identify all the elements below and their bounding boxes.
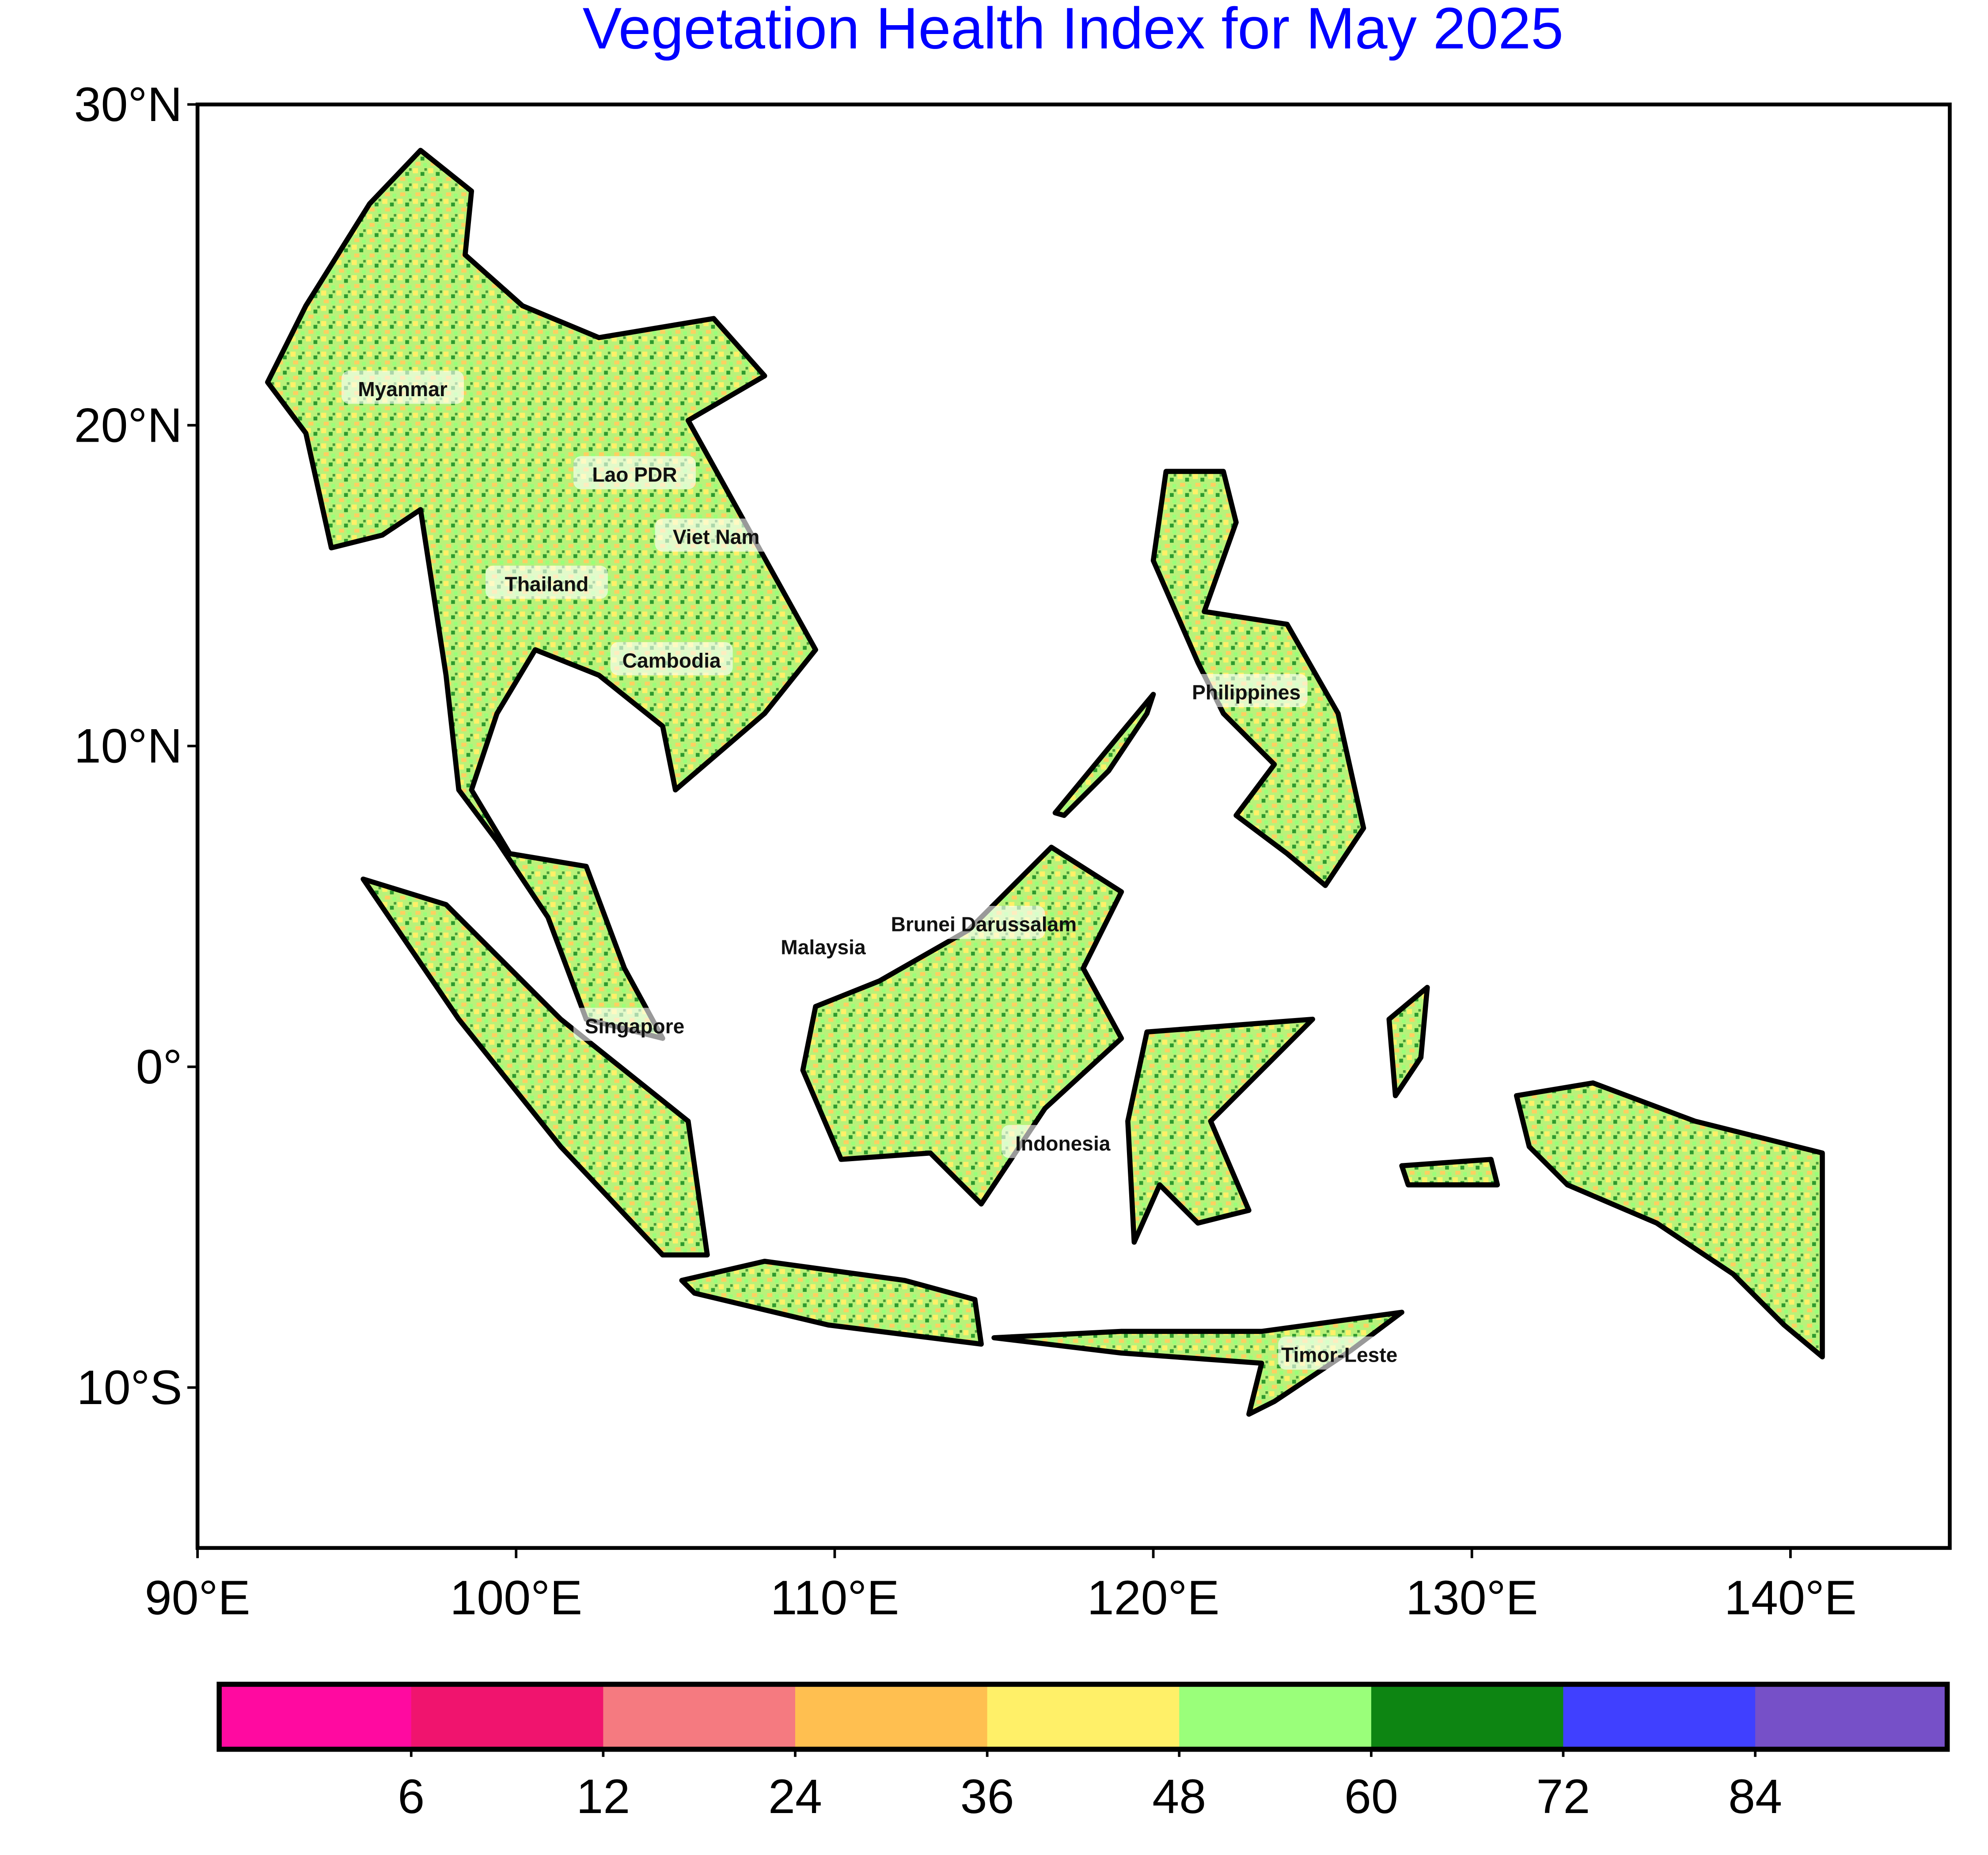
country-label-box [341,371,464,404]
country-label-box [1002,1125,1124,1158]
country-label-box [922,905,1045,939]
land-sulawesi [1125,1016,1315,1245]
country-label: Myanmar [358,378,448,401]
colorbar-frame [216,1681,1950,1752]
country-label: Timor-Leste [1281,1344,1397,1367]
country-label: Cambodia [622,649,721,672]
colorbar-segment [1371,1684,1564,1749]
colorbar-segment [795,1684,988,1749]
colorbar-tick-label: 24 [768,1770,822,1824]
colorbar-segment [219,1684,412,1749]
y-tick-label: 0° [136,1040,182,1094]
land-seram [1399,1157,1500,1188]
country-label-box [1185,674,1308,707]
y-tick-label: 30°N [74,78,182,132]
land-palawan [1052,692,1156,818]
colorbar-segment [1179,1684,1372,1749]
colorbar-tick-label: 84 [1728,1770,1782,1824]
colorbar-tick-label: 12 [576,1770,630,1824]
map-title: Vegetation Health Index for May 2025 [583,0,1563,61]
country-label-box [573,456,696,489]
y-tick-label: 20°N [74,398,182,452]
land-halmahera [1386,984,1430,1098]
x-tick-label: 140°E [1724,1571,1857,1625]
country-label-box [610,642,733,675]
x-tick-label: 120°E [1087,1571,1220,1625]
x-tick-label: 100°E [450,1571,582,1625]
country-label: Philippines [1192,681,1301,704]
land-sumatra [360,876,710,1258]
country-label: Thailand [505,572,589,595]
country-label-box [573,1007,696,1041]
country-label-box [762,928,884,962]
colorbar-segment [987,1684,1180,1749]
x-tick-label: 110°E [770,1571,899,1625]
country-label: Viet Nam [673,526,760,549]
country-label: Lao PDR [592,463,677,486]
country-label: Brunei Darussalam [891,913,1077,936]
country-label: Indonesia [1015,1132,1111,1155]
colorbar-tick-label: 6 [398,1770,425,1824]
colorbar-tick-label: 72 [1537,1770,1590,1824]
y-tick-label: 10°S [77,1361,182,1415]
colorbar-segment [1563,1684,1756,1749]
colorbar-segment [603,1684,796,1749]
land [265,148,1825,1417]
map-frame [195,102,1952,1550]
country-label: Malaysia [781,936,866,959]
country-label: Singapore [585,1015,685,1037]
colorbar-segment [411,1684,604,1749]
colorbar-segment [1755,1684,1948,1749]
x-tick-label: 90°E [145,1571,250,1625]
colorbar: 6 12 24 36 48 60 72 84 [216,1681,1950,1824]
y-tick-label: 10°N [74,719,182,773]
country-label-box [655,519,778,552]
colorbar-tick-label: 48 [1152,1770,1206,1824]
colorbar-tick-label: 60 [1344,1770,1398,1824]
land-new-guinea [1514,1080,1825,1359]
colorbar-tick-label: 36 [960,1770,1014,1824]
land-java [679,1259,984,1347]
country-label-box [1278,1336,1401,1370]
country-label-box [486,565,608,599]
x-tick-label: 130°E [1406,1571,1538,1625]
